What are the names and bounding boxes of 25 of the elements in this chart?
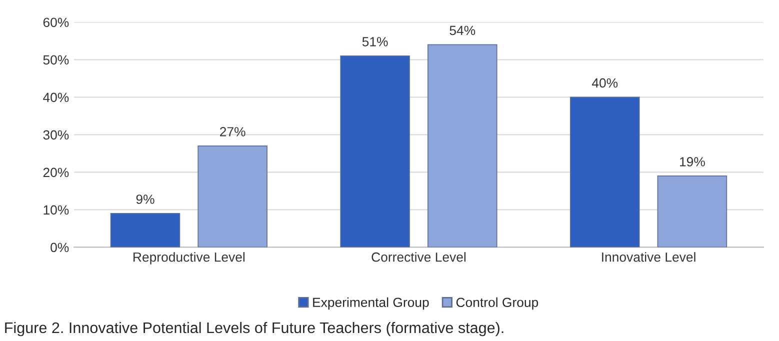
data-label: 27%: [220, 127, 246, 136]
y-tick-label: 10%: [44, 205, 69, 215]
bar: [198, 146, 268, 248]
data-label: 9%: [136, 194, 154, 204]
y-tick-label: 60%: [43, 18, 69, 28]
legend-label: Experimental Group: [313, 297, 429, 310]
x-tick-label: Innovative Level: [602, 252, 696, 262]
data-label: 40%: [592, 78, 618, 88]
y-tick-label: 0%: [50, 242, 69, 252]
x-tick-label: Reproductive Level: [134, 252, 245, 264]
y-tick-label: 50%: [43, 55, 69, 65]
legend-label: Control Group: [456, 297, 538, 310]
y-tick-label: 40%: [43, 92, 69, 102]
bar: [340, 56, 410, 248]
bar: [110, 213, 180, 248]
y-tick-label: 30%: [43, 130, 69, 140]
bar: [657, 176, 728, 248]
data-label: 54%: [450, 26, 476, 36]
data-label: 19%: [680, 157, 705, 166]
x-tick-label: Corrective Level: [372, 252, 466, 262]
data-label: 51%: [362, 37, 388, 46]
bar: [427, 44, 498, 248]
y-tick-label: 20%: [43, 168, 69, 178]
bar: [570, 96, 640, 248]
caption: Figure 2. Innovative Potential Levels of Future Teachers (formative stage).: [5, 322, 504, 336]
